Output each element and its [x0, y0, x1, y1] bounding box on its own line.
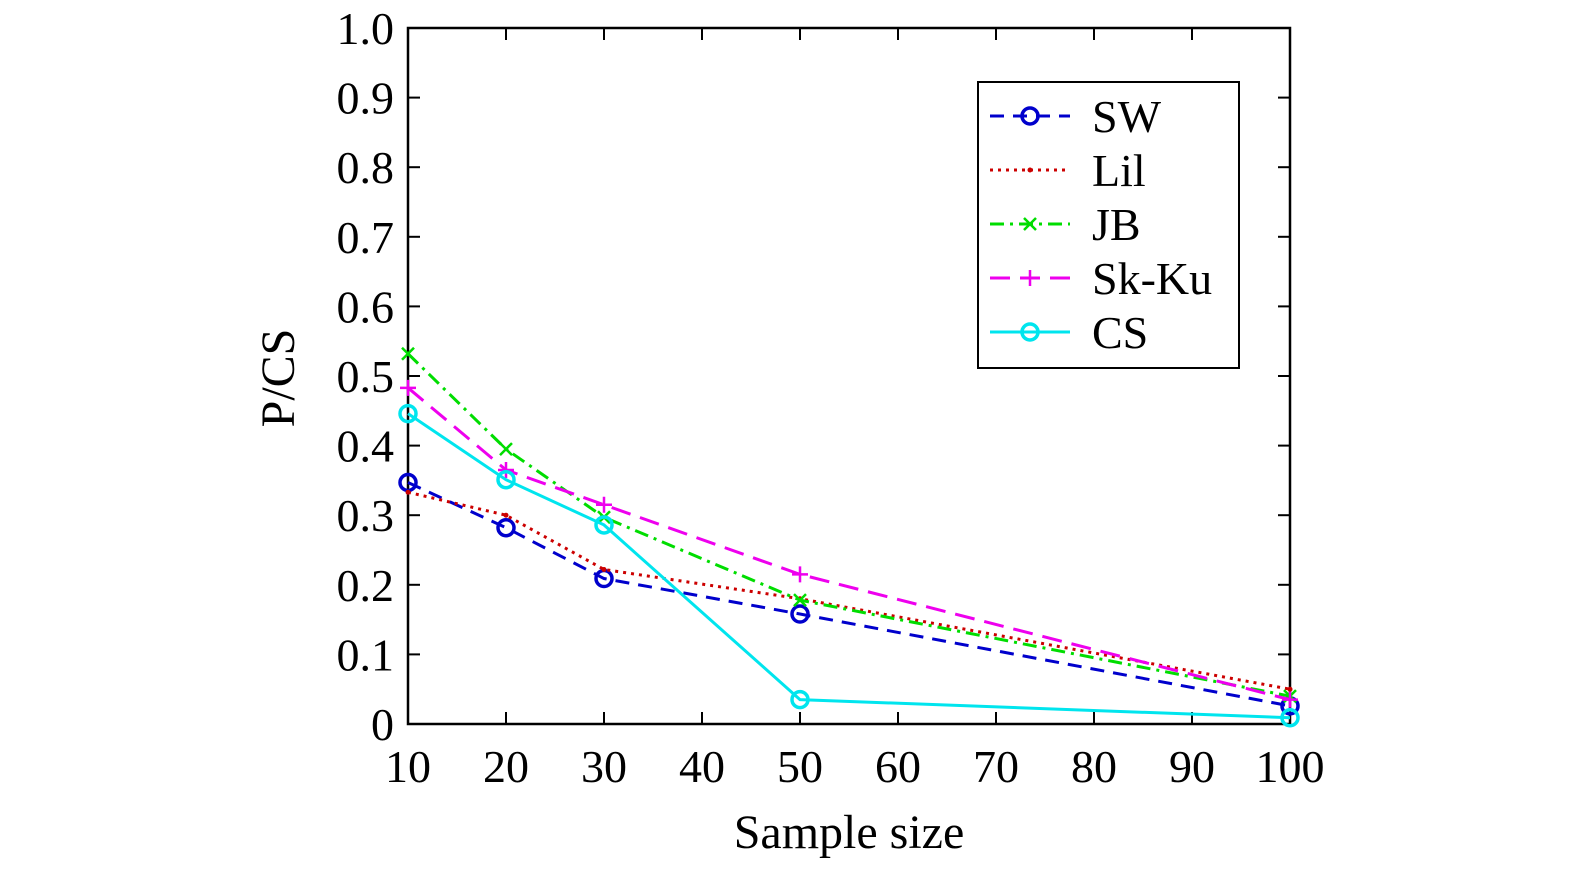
- series-lil: [405, 489, 1293, 692]
- y-tick-label: 0.5: [337, 351, 395, 402]
- data-point-cs: [594, 515, 614, 535]
- data-point-lil: [601, 566, 607, 572]
- y-axis-ticks: 0 0.1 0.2 0.3 0.4 0.5 0.6 0.7 0.8 0.9 1.0: [337, 3, 1290, 750]
- legend-label-sk-ku: Sk-Ku: [1092, 253, 1212, 304]
- legend-marker-sw: [1020, 106, 1040, 126]
- legend-marker-jb: [1023, 217, 1037, 231]
- x-tick-label: 70: [973, 741, 1019, 792]
- y-tick-label: 0.2: [337, 560, 395, 611]
- series-line-lil: [407, 490, 1291, 691]
- y-tick-label: 0.6: [337, 281, 395, 332]
- data-point-sw: [790, 604, 810, 624]
- x-axis-ticks: 10 20 30 40 50 60 70 80 90 100: [385, 28, 1325, 792]
- data-point-sk-ku: [792, 566, 808, 583]
- data-point-sk-ku: [400, 379, 416, 396]
- x-tick-label: 60: [875, 741, 921, 792]
- x-axis-title: Sample size: [734, 806, 965, 859]
- data-point-jb: [793, 593, 807, 607]
- legend-marker-sk-ku: [1022, 270, 1038, 286]
- legend-item-cs: CS: [990, 307, 1148, 358]
- x-tick-label: 40: [679, 741, 725, 792]
- data-point-lil: [503, 512, 509, 518]
- legend-label-lil: Lil: [1092, 145, 1146, 196]
- x-tick-label: 90: [1169, 741, 1215, 792]
- series-sw: [398, 472, 1300, 716]
- series-line-cs: [407, 412, 1291, 720]
- x-tick-label: 20: [483, 741, 529, 792]
- data-point-cs: [1280, 707, 1300, 728]
- data-point-jb: [401, 346, 415, 361]
- legend-marker-lil: [1027, 167, 1033, 173]
- series-line-sw: [407, 481, 1291, 708]
- series-line-sk-ku: [407, 386, 1291, 702]
- x-tick-label: 50: [777, 741, 823, 792]
- data-point-jb: [499, 442, 513, 456]
- y-tick-label: 0.3: [337, 490, 395, 541]
- y-tick-label: 0.9: [337, 73, 395, 124]
- y-tick-label: 0: [371, 699, 394, 750]
- legend-item-sk-ku: Sk-Ku: [990, 253, 1212, 304]
- legend-label-jb: JB: [1092, 199, 1141, 250]
- data-point-lil: [1287, 686, 1293, 692]
- data-point-sw: [496, 517, 516, 538]
- y-tick-label: 0.7: [337, 212, 395, 263]
- y-tick-label: 1.0: [337, 3, 395, 54]
- legend-marker-cs: [1020, 322, 1040, 342]
- data-point-sk-ku: [1282, 691, 1298, 708]
- series-jb: [401, 346, 1297, 704]
- data-point-sk-ku: [596, 496, 612, 513]
- data-point-cs: [496, 469, 516, 490]
- series-sk-ku: [400, 379, 1298, 708]
- legend-label-cs: CS: [1092, 307, 1148, 358]
- legend-item-jb: JB: [990, 199, 1141, 250]
- series-line-jb: [406, 352, 1291, 698]
- data-point-lil: [405, 489, 411, 495]
- x-tick-label: 80: [1071, 741, 1117, 792]
- y-tick-label: 0.8: [337, 142, 395, 193]
- series-layer: [398, 346, 1300, 728]
- data-point-cs: [398, 403, 418, 424]
- series-cs: [398, 403, 1300, 728]
- data-point-cs: [790, 689, 810, 710]
- x-tick-label: 30: [581, 741, 627, 792]
- legend-item-lil: Lil: [990, 145, 1146, 196]
- y-tick-label: 0.4: [337, 421, 395, 472]
- y-tick-label: 0.1: [337, 629, 395, 680]
- legend-label-sw: SW: [1092, 91, 1162, 142]
- x-tick-label: 10: [385, 741, 431, 792]
- y-axis-title: P/CS: [252, 329, 305, 428]
- x-tick-label: 100: [1256, 741, 1325, 792]
- legend-item-sw: SW: [990, 91, 1162, 142]
